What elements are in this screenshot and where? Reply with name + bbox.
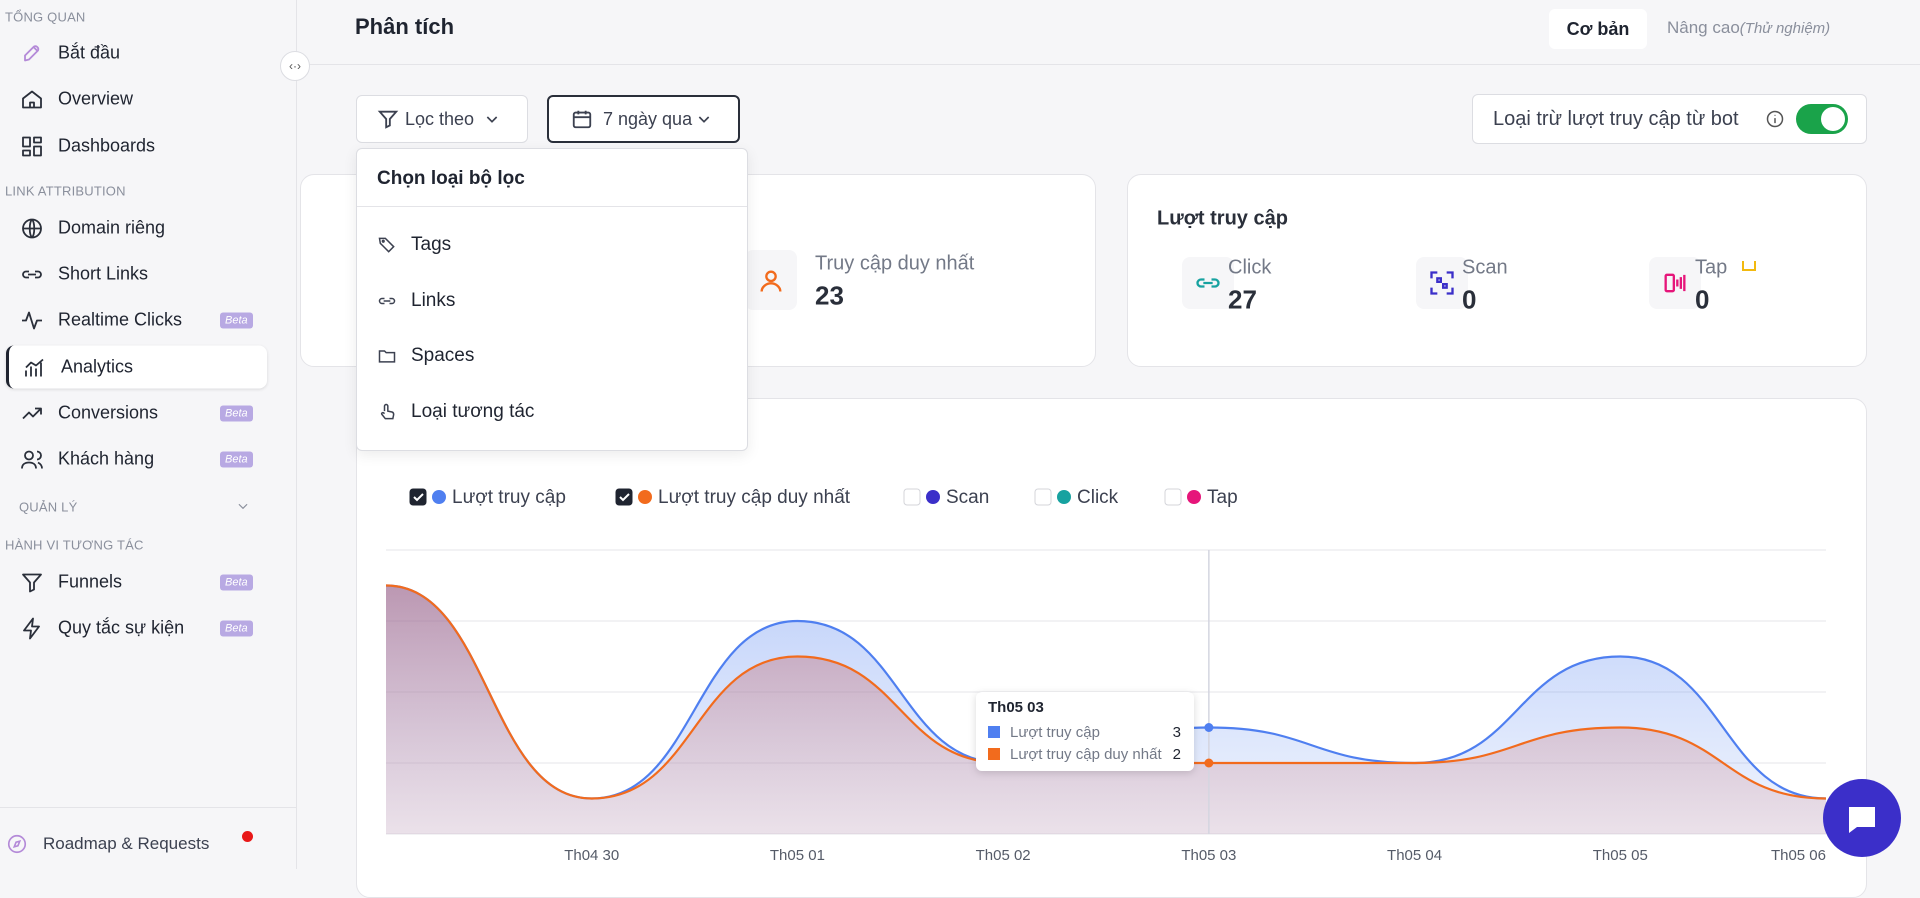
notification-dot [242,831,253,842]
metric-value: 27 [1228,284,1257,315]
nav-icon [22,218,42,238]
nav-icon [22,270,42,278]
stat-value: 23 [815,280,844,311]
dropdown-title: Chọn loại bộ lọc [377,168,525,189]
option-icon [380,403,395,420]
nav-label: Short Links [58,263,149,284]
nav-icon [22,136,42,156]
filter-label: Lọc theo [405,108,475,129]
dropdown-option[interactable]: Tags [357,225,747,265]
option-icon [378,237,395,253]
nav-icon [22,407,42,419]
nav-item[interactable]: Domain riêng [6,207,267,250]
nav-icon [22,90,42,108]
nav-label: Analytics [61,356,134,377]
page-title: Phân tích [355,14,455,39]
option-label: Tags [411,234,452,255]
filter-button[interactable]: Lọc theo [356,95,528,143]
metric-value: 0 [1695,284,1710,315]
tab[interactable]: Cơ bản [1549,9,1647,49]
nav-label: Conversions [58,402,159,423]
nav-item[interactable]: Funnels Beta [6,561,267,604]
date-button[interactable]: 7 ngày qua [547,95,740,143]
nav-label: Overview [58,88,134,109]
nav-label: Khách hàng [58,448,155,469]
badge: Beta [220,574,253,590]
nav-label: Bắt đầu [58,42,121,63]
nav-item[interactable]: Khách hàng Beta [6,438,267,481]
visits-card: Lượt truy cập Click 27 Scan 0 Tap 0 [1127,174,1867,367]
dropdown-option[interactable]: Links [357,281,747,321]
option-label: Links [411,290,456,311]
section-title: TỔNG QUAN [5,9,86,25]
bot-filter: Loại trừ lượt truy cập từ bot [1472,94,1867,144]
nav-icon [22,573,42,592]
dropdown-option[interactable]: Loại tương tác [357,392,747,432]
premium-icon [1742,261,1756,271]
card-title: Lượt truy cập [1157,207,1288,230]
tab-note: (Thử nghiệm) [1739,20,1831,37]
badge: Beta [220,312,253,328]
badge: Beta [220,405,253,421]
dropdown-option[interactable]: Spaces [357,336,747,376]
nav-icon [23,617,40,639]
date-label: 7 ngày qua [603,108,693,129]
nav-label: Realtime Clicks [58,309,183,330]
metric-label: Tap [1695,256,1728,279]
tab-label: Nâng cao [1667,18,1740,37]
metric-icon [1416,257,1468,309]
nav-icon [24,44,40,61]
section-title: QUẢN LÝ [19,499,78,515]
divider [357,206,747,207]
metric-icon [1649,257,1701,309]
bot-filter-label: Loại trừ lượt truy cập từ bot [1493,107,1739,130]
chat-button[interactable] [1823,779,1901,857]
nav-label: Quy tắc sự kiện [58,617,185,638]
nav-label: Domain riêng [58,217,166,238]
metric-icon [1182,257,1234,309]
tab[interactable]: Nâng cao(Thử nghiệm) [1667,18,1830,38]
nav-icon [22,311,42,329]
header: Phân tích Cơ bản Nâng cao(Thử nghiệm) [297,0,1920,65]
nav-label: Dashboards [58,135,156,156]
nav-item[interactable]: Quy tắc sự kiện Beta [6,607,267,650]
option-label: Loại tương tác [411,401,535,422]
chart-card [356,398,1867,898]
section-title: LINK ATTRIBUTION [5,183,126,199]
toggle[interactable] [1796,104,1848,134]
badge: Beta [220,620,253,636]
divider [0,807,296,808]
badge: Beta [220,451,253,467]
icon [745,250,797,310]
option-label: Spaces [411,345,475,366]
option-icon [378,297,396,305]
chevron[interactable] [236,499,250,518]
nav-item[interactable]: Bắt đầu [6,32,267,75]
stat-label: Truy cập duy nhất [815,252,975,275]
metric-value: 0 [1462,284,1477,315]
metric-label: Scan [1462,256,1508,279]
nav-item[interactable]: Conversions Beta [6,392,267,435]
roadmap-link[interactable]: Roadmap & Requests [6,833,209,855]
section-title: HÀNH VI TƯƠNG TÁC [5,537,144,553]
nav-item[interactable]: Analytics [6,345,267,389]
option-icon [378,350,396,363]
nav-label: Funnels [58,571,123,592]
metric-label: Click [1228,256,1272,279]
icon [7,834,27,854]
collapse-toggle[interactable]: ‹·› [280,51,310,81]
sidebar: TỔNG QUAN Bắt đầu Overview Dashboards LINK A… [0,0,297,869]
nav-item[interactable]: Short Links [6,253,267,296]
nav-item[interactable]: Dashboards [6,125,267,168]
nav-icon [21,450,43,469]
nav-icon [25,358,44,376]
nav-item[interactable]: Realtime Clicks Beta [6,299,267,342]
nav-item[interactable]: Overview [6,78,267,121]
roadmap-label: Roadmap & Requests [43,834,210,853]
filter-dropdown: Chọn loại bộ lọc Tags Links Spaces Loại tươ… [356,148,748,451]
